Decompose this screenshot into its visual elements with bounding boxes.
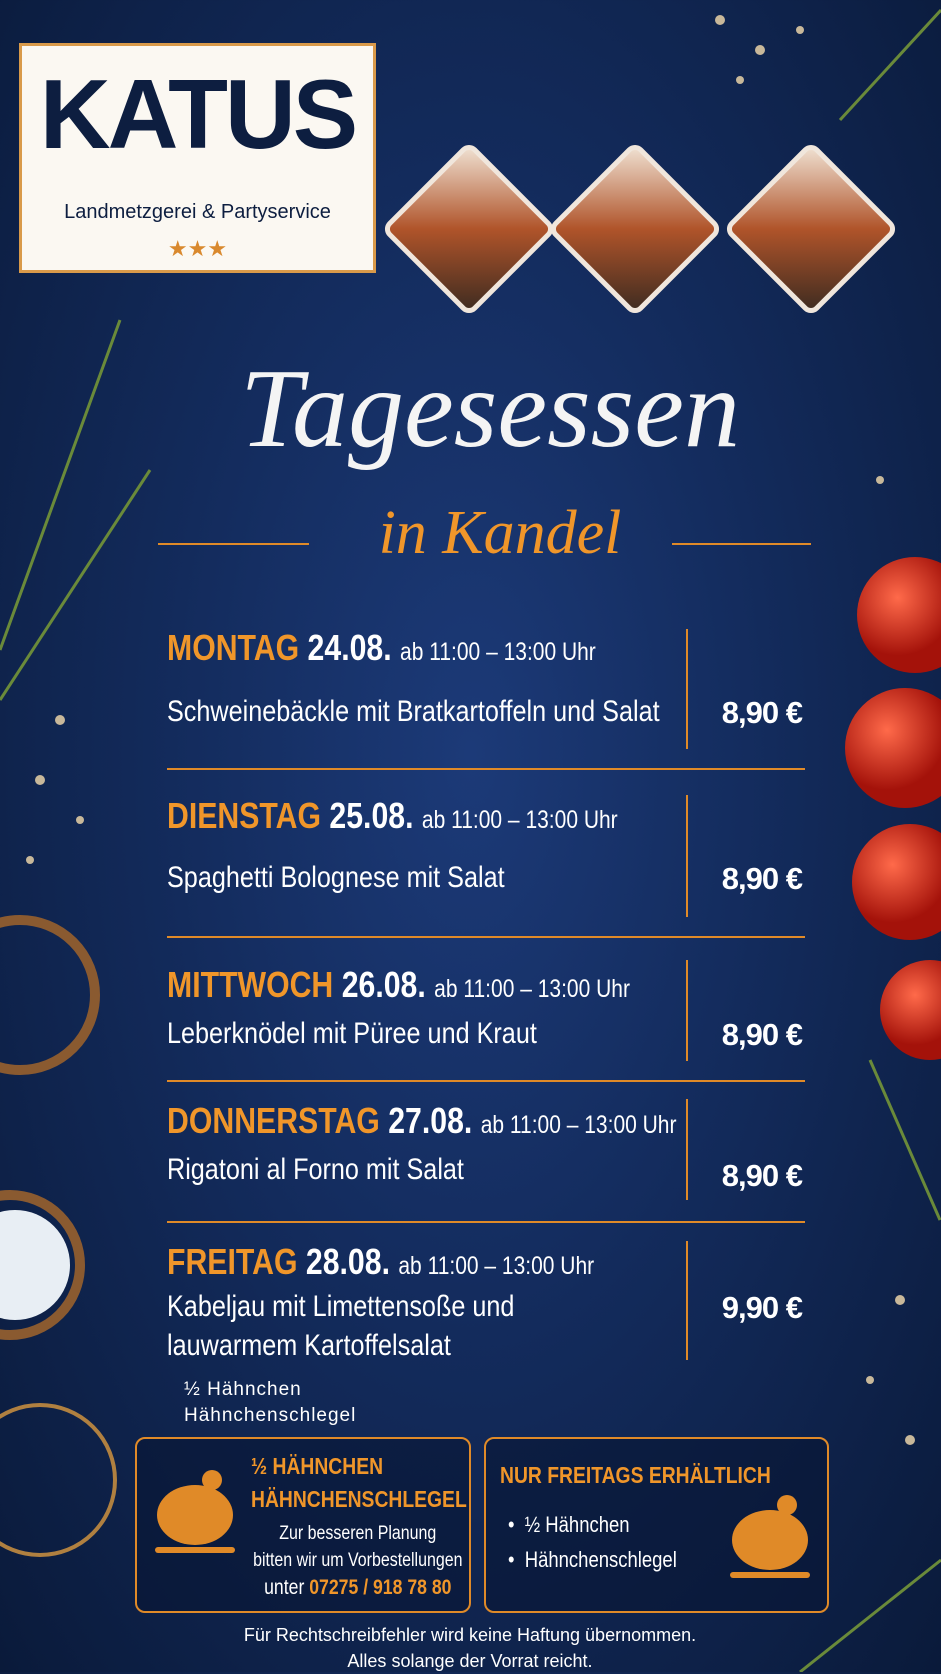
separator — [167, 936, 805, 938]
divider — [686, 795, 688, 917]
text-line: bitten wir um Vorbestellungen — [253, 1550, 463, 1571]
separator — [167, 1221, 805, 1223]
footer-line: Für Rechtschreibfehler wird keine Haftun… — [243, 1625, 697, 1645]
phone: 07275 / 918 78 80 — [309, 1576, 452, 1599]
tagline: Landmetzgerei & Partyservice — [64, 201, 331, 223]
time: ab 11:00 – 13:00 Uhr — [480, 1111, 677, 1139]
extra-note: ½ Hähnchen Hähnchenschlegel — [184, 1377, 356, 1429]
title-line: HÄHNCHENSCHLEGEL — [251, 1486, 467, 1512]
day-heading: DIENSTAG 25.08. ab 11:00 – 13:00 Uhr — [167, 795, 618, 837]
time: ab 11:00 – 13:00 Uhr — [400, 638, 596, 666]
day: FREITAG — [167, 1241, 298, 1282]
price: 8,90 € — [721, 1017, 803, 1052]
title: Tagesessen — [240, 347, 740, 471]
day-heading: MONTAG 24.08. ab 11:00 – 13:00 Uhr — [167, 627, 596, 669]
footer: Für Rechtschreibfehler wird keine Haftun… — [170, 1622, 770, 1674]
divider — [686, 1099, 688, 1200]
divider — [686, 629, 688, 749]
bowls — [0, 915, 117, 1557]
day: MONTAG — [167, 627, 300, 668]
brand: KATUS — [39, 59, 358, 169]
dish: Spaghetti Bolognese mit Salat — [167, 861, 505, 894]
dish: Schweinebäckle mit Bratkartoffeln und Sa… — [167, 695, 660, 728]
day-heading: DONNERSTAG 27.08. ab 11:00 – 13:00 Uhr — [167, 1100, 676, 1142]
rule — [158, 543, 309, 545]
logo — [19, 43, 376, 273]
time: ab 11:00 – 13:00 Uhr — [398, 1252, 595, 1280]
herbs — [0, 8, 941, 1672]
title-line: ½ HÄHNCHEN — [251, 1453, 384, 1479]
dish: Leberknödel mit Püree und Kraut — [167, 1017, 537, 1050]
price: 9,90 € — [721, 1290, 803, 1325]
dish: lauwarmem Kartoffelsalat — [167, 1329, 451, 1362]
separator — [167, 1080, 805, 1082]
divider — [686, 960, 688, 1061]
day-heading: FREITAG 28.08. ab 11:00 – 13:00 Uhr — [167, 1241, 594, 1283]
price: 8,90 € — [721, 1158, 803, 1193]
day-heading: MITTWOCH 26.08. ab 11:00 – 13:00 Uhr — [167, 964, 630, 1006]
list-item: • ½ Hähnchen — [508, 1512, 630, 1537]
pepper — [26, 15, 915, 1445]
day: DONNERSTAG — [167, 1100, 380, 1141]
right-box-title: NUR FREITAGS ERHÄLTLICH — [500, 1462, 771, 1488]
price: 8,90 € — [721, 861, 803, 896]
chicken-icon — [155, 1470, 235, 1553]
food-tiles — [384, 144, 896, 314]
divider — [686, 1241, 688, 1360]
left-box-title: ½ HÄHNCHEN HÄHNCHENSCHLEGEL — [251, 1450, 467, 1516]
extra-line: ½ Hähnchen — [184, 1379, 302, 1400]
left-box-text: Zur besseren Planung bitten wir um Vorbe… — [236, 1520, 480, 1601]
separator — [167, 768, 805, 770]
right-box-list: • ½ Hähnchen • Hähnchenschlegel — [508, 1507, 677, 1577]
date: 28.08. — [305, 1241, 390, 1282]
day: DIENSTAG — [167, 795, 322, 836]
footer-line: Alles solange der Vorrat reicht. — [347, 1651, 593, 1671]
tomatoes — [845, 557, 941, 1060]
item-text: ½ Hähnchen — [524, 1512, 630, 1537]
time: ab 11:00 – 13:00 Uhr — [434, 975, 630, 1003]
day: MITTWOCH — [167, 964, 334, 1005]
date: 26.08. — [341, 964, 426, 1005]
dish: Kabeljau mit Limettensoße und — [167, 1290, 515, 1323]
rule — [672, 543, 811, 545]
chicken-icon — [730, 1495, 810, 1578]
salt — [0, 1210, 70, 1320]
time: ab 11:00 – 13:00 Uhr — [421, 806, 618, 834]
phone-line: unter 07275 / 918 78 80 — [236, 1574, 480, 1601]
date: 25.08. — [329, 795, 414, 836]
price: 8,90 € — [721, 695, 803, 730]
list-item: • Hähnchenschlegel — [508, 1547, 677, 1572]
subtitle: in Kandel — [378, 499, 622, 567]
date: 24.08. — [307, 627, 392, 668]
stars: ★★★ — [167, 236, 228, 261]
phone-prefix: unter — [264, 1576, 305, 1599]
item-text: Hähnchenschlegel — [524, 1547, 677, 1572]
date: 27.08. — [388, 1100, 473, 1141]
text-line: Zur besseren Planung — [279, 1523, 437, 1544]
extra-line: Hähnchenschlegel — [184, 1405, 357, 1426]
dish: Rigatoni al Forno mit Salat — [167, 1153, 464, 1186]
